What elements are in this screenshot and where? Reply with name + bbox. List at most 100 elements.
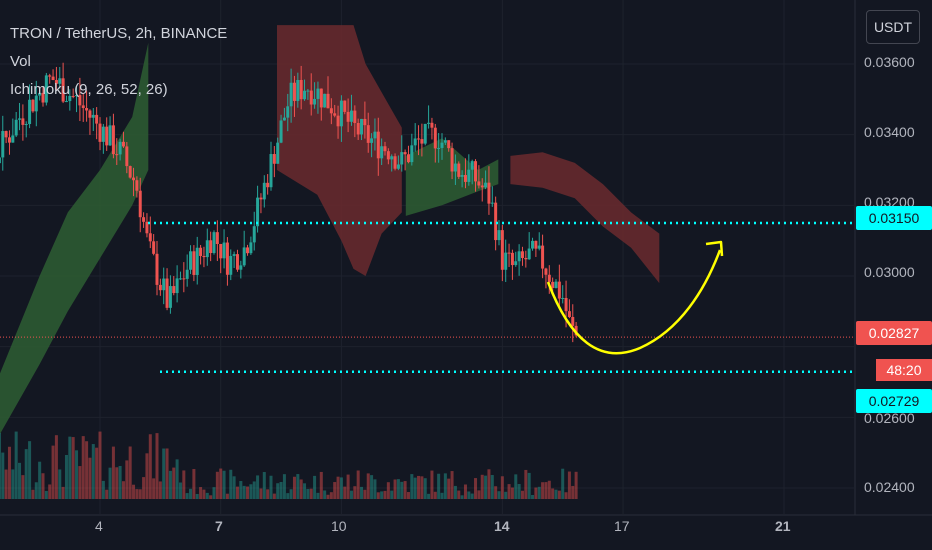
volume-bar xyxy=(199,487,203,499)
volume-bar xyxy=(433,491,437,499)
support-price-label[interactable]: 0.02729 xyxy=(856,389,932,413)
volume-bar xyxy=(162,448,166,499)
volume-bar xyxy=(259,488,263,499)
volume-bar xyxy=(212,487,216,499)
candle-body xyxy=(554,281,558,288)
candle-body xyxy=(571,317,575,326)
volume-bar xyxy=(527,472,531,499)
volume-bar xyxy=(115,467,119,499)
volume-bar xyxy=(242,485,246,499)
candle-body xyxy=(81,105,85,109)
resistance-price-label[interactable]: 0.03150 xyxy=(856,206,932,230)
volume-bar xyxy=(309,488,313,499)
volume-bar xyxy=(91,444,95,499)
candle-body xyxy=(333,113,337,116)
volume-bar xyxy=(447,478,451,499)
volume-bar xyxy=(329,492,333,499)
candle-body xyxy=(292,82,296,101)
volume-bar xyxy=(366,473,370,499)
volume-bar xyxy=(517,484,521,499)
candle-body xyxy=(339,100,343,127)
volume-bar xyxy=(195,493,199,499)
volume-bar xyxy=(132,484,136,499)
volume-bar xyxy=(51,445,55,499)
candle-body xyxy=(0,157,1,164)
candle-body xyxy=(336,115,340,127)
candle-body xyxy=(209,240,213,254)
time-tick: 4 xyxy=(95,518,103,534)
volume-bar xyxy=(289,489,293,499)
candle-body xyxy=(215,232,219,244)
candle-body xyxy=(279,120,283,143)
candle-body xyxy=(453,163,457,172)
candle-body xyxy=(531,240,535,249)
volume-bar xyxy=(370,475,374,499)
candle-body xyxy=(413,138,417,146)
volume-bar xyxy=(98,431,102,499)
volume-bar xyxy=(276,483,280,499)
volume-bar xyxy=(31,489,35,499)
candle-body xyxy=(31,99,35,112)
candle-body xyxy=(534,240,538,249)
volume-bar xyxy=(205,492,209,499)
projection-arrow-head[interactable] xyxy=(705,240,724,257)
volume-bar xyxy=(68,436,72,499)
volume-bar xyxy=(534,487,538,499)
candle-body xyxy=(303,90,307,100)
candle-body xyxy=(225,242,229,275)
volume-bar xyxy=(500,476,504,499)
candle-body xyxy=(474,161,478,182)
volume-legend[interactable]: Vol xyxy=(10,53,31,70)
price-axis-pane[interactable] xyxy=(855,0,932,550)
price-tick: 0.02400 xyxy=(864,479,915,495)
candle-body xyxy=(138,190,142,218)
volume-bar xyxy=(547,480,551,499)
volume-bar xyxy=(490,475,494,499)
volume-bar xyxy=(383,490,387,499)
volume-bar xyxy=(125,460,129,499)
volume-bar xyxy=(155,433,159,499)
candle-body xyxy=(544,268,548,275)
volume-bar xyxy=(7,446,11,499)
price-tick: 0.02600 xyxy=(864,410,915,426)
candle-body xyxy=(44,75,48,103)
candle-body xyxy=(108,125,112,146)
candle-body xyxy=(390,156,394,160)
volume-bar xyxy=(544,482,548,499)
price-tick: 0.03600 xyxy=(864,54,915,70)
candle-body xyxy=(1,131,5,158)
volume-bar xyxy=(105,489,109,499)
candle-body xyxy=(91,114,95,118)
candle-body xyxy=(520,251,524,258)
candle-body xyxy=(111,125,115,155)
candle-body xyxy=(75,94,79,97)
projection-arrow-curve[interactable] xyxy=(546,249,722,355)
volume-bar xyxy=(296,474,300,499)
candle-body xyxy=(349,110,353,122)
volume-bar xyxy=(393,479,397,499)
volume-bar xyxy=(222,470,226,499)
chart-legend: TRON / TetherUS, 2h, BINANCE Vol Ichimok… xyxy=(10,20,227,104)
volume-bar xyxy=(121,481,125,499)
volume-bar xyxy=(417,475,421,499)
volume-bar xyxy=(54,435,58,499)
candle-body xyxy=(88,110,92,118)
volume-bar xyxy=(24,449,28,499)
volume-bar xyxy=(225,493,229,499)
candle-body xyxy=(162,278,166,291)
ichimoku-legend[interactable]: Ichimoku (9, 26, 52, 26) xyxy=(10,81,168,98)
currency-selector-button[interactable]: USDT xyxy=(866,10,920,44)
candle-body xyxy=(463,175,467,182)
volume-bar xyxy=(440,492,444,499)
volume-bar xyxy=(292,476,296,499)
price-tick: 0.03000 xyxy=(864,264,915,280)
symbol-title[interactable]: TRON / TetherUS, 2h, BINANCE xyxy=(10,25,228,42)
volume-bar xyxy=(507,484,511,499)
candle-body xyxy=(296,79,300,101)
current-price-label[interactable]: 0.02827 xyxy=(856,321,932,345)
candle-body xyxy=(467,169,471,182)
candle-body xyxy=(249,242,253,254)
candle-body xyxy=(132,177,136,181)
